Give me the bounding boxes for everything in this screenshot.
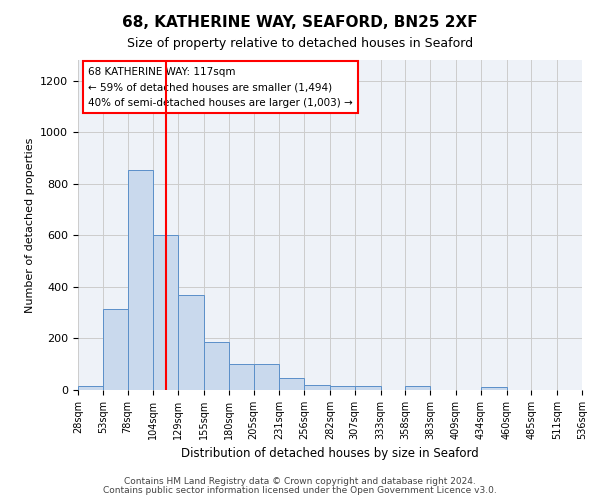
Text: Contains public sector information licensed under the Open Government Licence v3: Contains public sector information licen… — [103, 486, 497, 495]
Bar — [481, 388, 506, 390]
Bar — [280, 378, 304, 390]
Bar — [304, 385, 330, 390]
Bar — [204, 342, 229, 390]
Bar — [406, 386, 430, 390]
Bar — [229, 364, 254, 390]
Y-axis label: Number of detached properties: Number of detached properties — [25, 138, 35, 312]
Bar — [355, 386, 380, 390]
Bar — [78, 386, 103, 390]
Bar — [154, 236, 178, 390]
Text: Contains HM Land Registry data © Crown copyright and database right 2024.: Contains HM Land Registry data © Crown c… — [124, 477, 476, 486]
Bar — [103, 309, 128, 390]
Bar — [254, 364, 280, 390]
Bar — [330, 386, 355, 390]
Text: 68, KATHERINE WAY, SEAFORD, BN25 2XF: 68, KATHERINE WAY, SEAFORD, BN25 2XF — [122, 15, 478, 30]
Text: 68 KATHERINE WAY: 117sqm
← 59% of detached houses are smaller (1,494)
40% of sem: 68 KATHERINE WAY: 117sqm ← 59% of detach… — [88, 66, 353, 108]
X-axis label: Distribution of detached houses by size in Seaford: Distribution of detached houses by size … — [181, 448, 479, 460]
Bar — [128, 170, 154, 390]
Bar — [178, 294, 204, 390]
Text: Size of property relative to detached houses in Seaford: Size of property relative to detached ho… — [127, 38, 473, 51]
